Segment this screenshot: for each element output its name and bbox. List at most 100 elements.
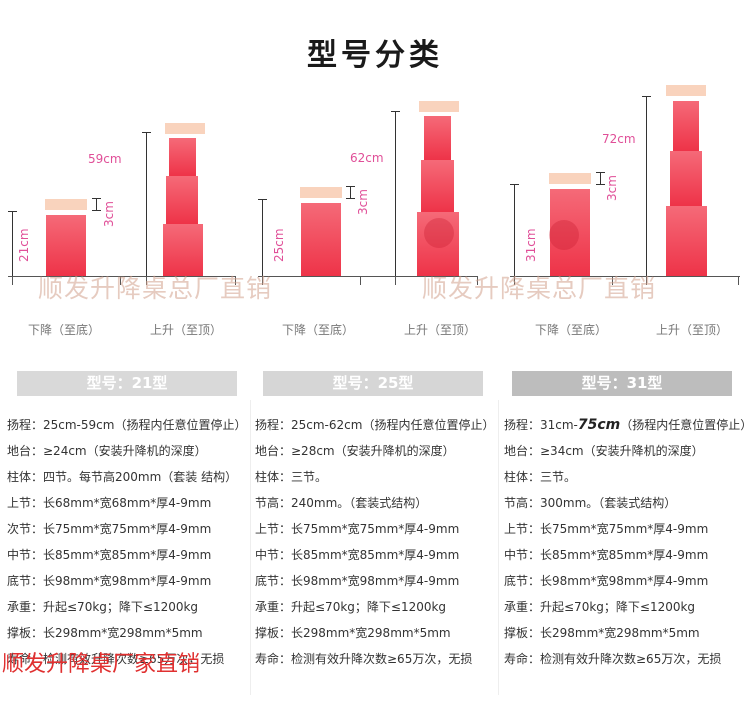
dim-tick <box>596 184 605 185</box>
spec-row: 承重：升起≤70kg；降下≤1200kg <box>7 600 199 614</box>
plate-dim-line <box>96 198 97 210</box>
page-title: 型号分类 <box>307 38 443 73</box>
ground-line <box>258 276 478 277</box>
decor-circle <box>424 218 454 248</box>
height-label: 21cm <box>17 228 31 262</box>
state-up-label: 上升（至顶） <box>656 323 729 337</box>
dim-tick <box>642 96 651 97</box>
ground-tick <box>612 276 613 285</box>
state-down-label: 下降（至底） <box>28 323 101 337</box>
height-dim-line <box>514 184 515 276</box>
model-31-header: 型号：31型 <box>512 371 732 396</box>
spec-row: 寿命：检测有效升降次数≥65万次，无损 <box>7 652 225 666</box>
spec-row: 中节：长85mm*宽85mm*厚4-9mm <box>255 548 460 562</box>
ground-tick <box>395 276 396 285</box>
dim-tick <box>391 111 400 112</box>
watermark-bottom: 顺发升降桌厂家直销 <box>2 652 201 677</box>
dim-tick <box>346 198 355 199</box>
spec-row-range: 扬程：31cm-75cm（扬程内任意位置停止） <box>504 412 750 438</box>
lift-column <box>550 189 590 276</box>
ground-tick <box>12 276 13 285</box>
lift-column-mid <box>166 176 198 224</box>
column-divider <box>250 400 251 695</box>
plate-label: 3cm <box>356 189 370 215</box>
spec-row: 扬程：25cm-62cm（扬程内任意位置停止） <box>255 418 495 432</box>
watermark-text: 顺发升降桌总厂直销 <box>38 274 273 303</box>
ground-line <box>8 276 236 277</box>
spec-row: 上节：长75mm*宽75mm*厚4-9mm <box>504 522 709 536</box>
lift-column-bottom <box>666 206 707 276</box>
spec-row: 中节：长85mm*宽85mm*厚4-9mm <box>7 548 212 562</box>
state-down-label: 下降（至底） <box>282 323 355 337</box>
spec-row: 地台：≥34cm（安装升降机的深度） <box>504 444 704 458</box>
top-plate <box>419 101 459 112</box>
spec-row: 寿命：检测有效升降次数≥65万次，无损 <box>255 652 473 666</box>
lift-column-top <box>424 116 451 160</box>
spec-row: 撑板：长298mm*宽298mm*5mm <box>7 626 203 640</box>
spec-row: 节高：240mm。（套装式结构） <box>255 496 428 510</box>
ground-tick <box>738 276 739 285</box>
height-dim-line <box>262 199 263 276</box>
spec-row: 承重：升起≤70kg；降下≤1200kg <box>504 600 696 614</box>
spec-row: 柱体：四节。每节高200mm（套装 结构） <box>7 470 238 484</box>
height-label: 72cm <box>602 132 636 146</box>
ground-tick <box>146 276 147 285</box>
plate-dim-line <box>350 186 351 198</box>
lift-column <box>301 203 341 276</box>
lift-column <box>46 215 86 276</box>
top-plate <box>45 199 87 210</box>
ground-tick <box>235 276 236 285</box>
spec-row: 撑板：长298mm*宽298mm*5mm <box>504 626 700 640</box>
state-down-label: 下降（至底） <box>535 323 608 337</box>
state-up-label: 上升（至顶） <box>404 323 477 337</box>
range-prefix: 扬程：31cm- <box>504 418 578 432</box>
height-label: 31cm <box>524 228 538 262</box>
plate-label: 3cm <box>102 201 116 227</box>
watermark-text: 顺发升降桌总厂直销 <box>422 274 657 303</box>
spec-row: 柱体：三节。 <box>255 470 328 484</box>
spec-row: 次节：长75mm*宽75mm*厚4-9mm <box>7 522 212 536</box>
height-dim-line <box>146 132 147 276</box>
lift-column-top <box>169 138 196 176</box>
dim-tick <box>258 199 267 200</box>
model-31-specs: 扬程：31cm-75cm（扬程内任意位置停止） 地台：≥34cm（安装升降机的深… <box>504 412 750 672</box>
spec-row: 撑板：长298mm*宽298mm*5mm <box>255 626 451 640</box>
lift-diagram: 21cm 3cm 59cm 下降（至底） 上升（至顶） 25cm 3cm 62c… <box>0 70 750 345</box>
column-divider <box>498 400 499 695</box>
height-dim-line <box>12 211 13 276</box>
dim-tick <box>92 210 101 211</box>
model-21-header: 型号：21型 <box>17 371 237 396</box>
dim-tick <box>346 186 355 187</box>
ground-tick <box>360 276 361 285</box>
top-plate <box>300 187 342 198</box>
spec-row: 上节：长68mm*宽68mm*厚4-9mm <box>7 496 212 510</box>
height-label: 25cm <box>272 228 286 262</box>
ground-tick <box>120 276 121 285</box>
plate-label: 3cm <box>605 175 619 201</box>
model-25-specs: 扬程：25cm-62cm（扬程内任意位置停止） 地台：≥28cm（安装升降机的深… <box>255 412 500 672</box>
lift-column-mid <box>421 160 454 212</box>
ground-line <box>510 276 740 277</box>
plate-dim-line <box>600 172 601 184</box>
spec-row: 承重：升起≤70kg；降下≤1200kg <box>255 600 447 614</box>
spec-row: 底节：长98mm*宽98mm*厚4-9mm <box>7 574 212 588</box>
top-plate <box>666 85 706 96</box>
model-25-header: 型号：25型 <box>263 371 483 396</box>
height-label: 59cm <box>88 152 122 166</box>
top-plate <box>165 123 205 134</box>
lift-column-mid <box>670 151 702 206</box>
range-suffix: （扬程内任意位置停止） <box>620 418 750 432</box>
ground-tick <box>262 276 263 285</box>
spec-row: 地台：≥24cm（安装升降机的深度） <box>7 444 207 458</box>
spec-row: 柱体：三节。 <box>504 470 577 484</box>
range-max: 75cm <box>577 417 621 433</box>
spec-row: 中节：长85mm*宽85mm*厚4-9mm <box>504 548 709 562</box>
dim-tick <box>92 198 101 199</box>
decor-circle <box>549 220 579 250</box>
lift-column-top <box>673 101 699 151</box>
spec-row: 扬程：25cm-59cm（扬程内任意位置停止） <box>7 418 247 432</box>
state-up-label: 上升（至顶） <box>150 323 223 337</box>
spec-row: 寿命：检测有效升降次数≥65万次，无损 <box>504 652 722 666</box>
model-21-specs: 扬程：25cm-59cm（扬程内任意位置停止） 地台：≥24cm（安装升降机的深… <box>7 412 252 672</box>
spec-row: 地台：≥28cm（安装升降机的深度） <box>255 444 455 458</box>
